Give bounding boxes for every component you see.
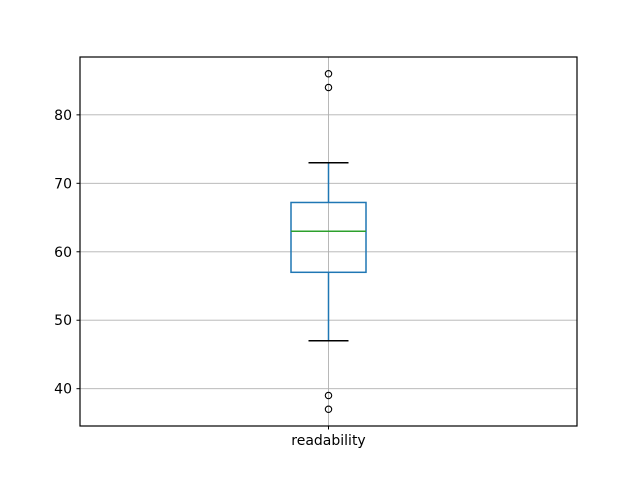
outlier-point <box>324 70 333 78</box>
y-tick-label: 60 <box>54 245 72 261</box>
outlier-point <box>324 391 333 400</box>
y-tick-label: 40 <box>54 382 72 398</box>
y-tick-label: 50 <box>54 313 72 329</box>
y-tick-label: 80 <box>54 108 72 124</box>
x-tick-label: readability <box>291 433 366 449</box>
box <box>290 201 367 274</box>
outlier-point <box>324 405 333 413</box>
plot-border <box>79 56 578 427</box>
outlier-point <box>324 83 333 92</box>
y-tick-label: 70 <box>54 176 72 192</box>
